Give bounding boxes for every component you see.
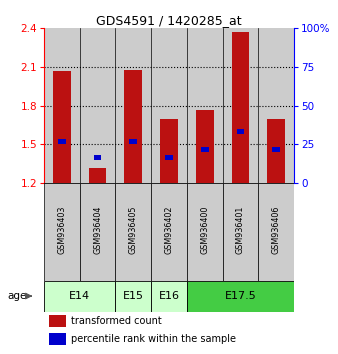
Bar bbox=[232, 32, 249, 183]
Bar bbox=[201, 147, 209, 152]
Bar bbox=[49, 315, 67, 327]
Text: GSM936406: GSM936406 bbox=[272, 206, 281, 254]
Text: E14: E14 bbox=[69, 291, 90, 301]
Bar bbox=[187, 28, 223, 183]
Title: GDS4591 / 1420285_at: GDS4591 / 1420285_at bbox=[96, 14, 242, 27]
Bar bbox=[237, 129, 244, 134]
Bar bbox=[151, 28, 187, 183]
Bar bbox=[267, 119, 285, 183]
Bar bbox=[165, 155, 173, 160]
Bar bbox=[124, 70, 142, 183]
Text: E16: E16 bbox=[159, 291, 179, 301]
Text: GSM936403: GSM936403 bbox=[57, 206, 66, 254]
Bar bbox=[187, 183, 223, 280]
Bar bbox=[160, 119, 178, 183]
Bar bbox=[58, 139, 66, 144]
Bar bbox=[258, 28, 294, 183]
Bar bbox=[223, 183, 258, 280]
Bar bbox=[223, 28, 258, 183]
Text: percentile rank within the sample: percentile rank within the sample bbox=[71, 334, 237, 344]
Bar bbox=[258, 183, 294, 280]
Text: age: age bbox=[7, 291, 26, 301]
Bar bbox=[89, 168, 106, 183]
Text: E15: E15 bbox=[123, 291, 144, 301]
Bar bbox=[272, 147, 280, 152]
Bar bbox=[49, 333, 67, 345]
Bar bbox=[129, 139, 137, 144]
Bar bbox=[115, 280, 151, 312]
Bar bbox=[196, 110, 214, 183]
Bar bbox=[187, 280, 294, 312]
Bar bbox=[44, 280, 115, 312]
Text: E17.5: E17.5 bbox=[224, 291, 256, 301]
Bar bbox=[44, 183, 80, 280]
Text: GSM936401: GSM936401 bbox=[236, 206, 245, 254]
Bar bbox=[151, 183, 187, 280]
Bar bbox=[94, 155, 101, 160]
Bar bbox=[44, 28, 80, 183]
Bar bbox=[80, 183, 115, 280]
Text: GSM936404: GSM936404 bbox=[93, 206, 102, 254]
Text: GSM936405: GSM936405 bbox=[129, 206, 138, 254]
Bar bbox=[115, 28, 151, 183]
Text: transformed count: transformed count bbox=[71, 316, 162, 326]
Bar bbox=[80, 28, 115, 183]
Bar bbox=[115, 183, 151, 280]
Text: GSM936402: GSM936402 bbox=[165, 206, 173, 254]
Bar bbox=[53, 71, 71, 183]
Bar bbox=[151, 280, 187, 312]
Text: GSM936400: GSM936400 bbox=[200, 206, 209, 254]
